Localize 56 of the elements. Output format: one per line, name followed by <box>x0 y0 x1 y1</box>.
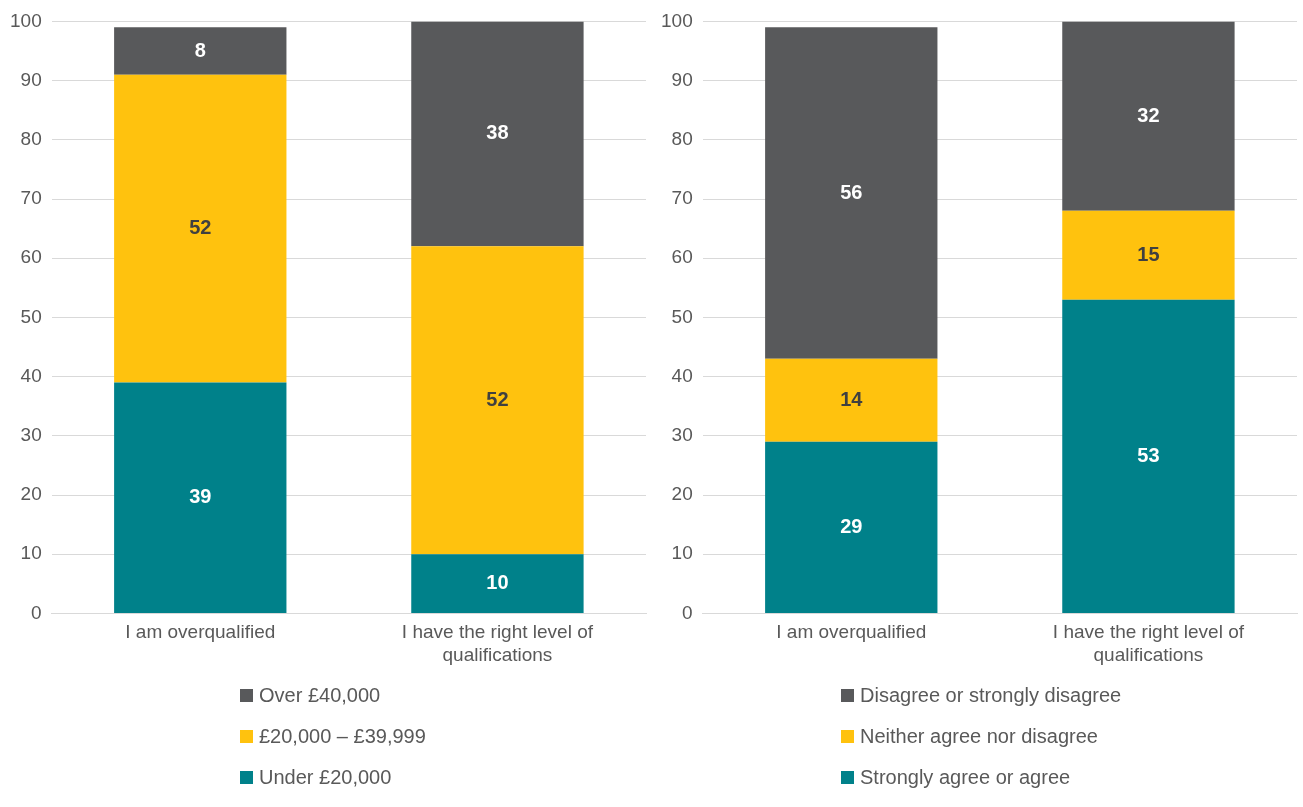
x-tick-label: I am overqualified <box>776 621 927 643</box>
bar <box>114 382 287 613</box>
bar <box>765 27 938 359</box>
bar <box>114 27 287 75</box>
bar <box>411 246 584 555</box>
y-tick-label: 0 <box>682 601 693 623</box>
data-label: 29 <box>840 514 863 537</box>
y-tick-label: 0 <box>31 601 42 623</box>
legend-label: Over £40,000 <box>259 684 381 707</box>
data-label: 32 <box>1137 103 1160 126</box>
bar <box>765 441 938 613</box>
bar <box>1062 299 1235 613</box>
y-tick-label: 70 <box>20 187 42 209</box>
y-tick-label: 40 <box>671 364 693 386</box>
y-tick-label: 70 <box>671 187 693 209</box>
y-tick-label: 90 <box>671 68 693 90</box>
bar <box>1062 21 1235 211</box>
bar <box>1062 210 1235 300</box>
data-label: 38 <box>486 121 509 144</box>
legend-label: Neither agree nor disagree <box>860 725 1098 748</box>
y-tick-label: 20 <box>671 483 693 505</box>
y-tick-label: 10 <box>671 542 693 564</box>
x-tick-label: I have the right level of qualifications <box>401 621 594 665</box>
y-tick-label: 40 <box>20 364 42 386</box>
legend-label: Disagree or strongly disagree <box>860 684 1122 707</box>
legend-label: Under £20,000 <box>259 766 392 789</box>
legend-label: £20,000 – £39,999 <box>259 725 426 748</box>
y-tick-label: 50 <box>671 305 693 327</box>
y-tick-label: 50 <box>20 305 42 327</box>
y-tick-label: 80 <box>20 128 42 150</box>
data-label: 8 <box>194 38 206 61</box>
data-label: 56 <box>840 180 863 203</box>
data-label: 53 <box>1137 443 1160 466</box>
bar <box>114 74 287 383</box>
y-tick-label: 10 <box>20 542 42 564</box>
y-tick-label: 20 <box>20 483 42 505</box>
y-tick-label: 30 <box>20 424 42 446</box>
bar <box>411 554 584 613</box>
bar <box>411 21 584 247</box>
legend-label: Strongly agree or agree <box>860 766 1071 789</box>
data-label: 39 <box>189 485 212 508</box>
data-label: 14 <box>840 387 864 410</box>
y-tick-label: 60 <box>671 246 693 268</box>
data-label: 15 <box>1137 242 1160 265</box>
y-tick-label: 90 <box>20 68 42 90</box>
y-tick-label: 80 <box>671 128 693 150</box>
y-tick-label: 30 <box>671 424 693 446</box>
data-label: 52 <box>486 387 509 410</box>
y-tick-label: 60 <box>20 246 42 268</box>
y-tick-label: 100 <box>10 9 42 31</box>
y-tick-label: 100 <box>661 9 693 31</box>
data-label: 10 <box>486 571 509 594</box>
x-tick-label: I have the right level of qualifications <box>1052 621 1245 665</box>
data-label: 52 <box>189 216 212 239</box>
bar <box>765 358 938 442</box>
x-tick-label: I am overqualified <box>125 621 276 643</box>
